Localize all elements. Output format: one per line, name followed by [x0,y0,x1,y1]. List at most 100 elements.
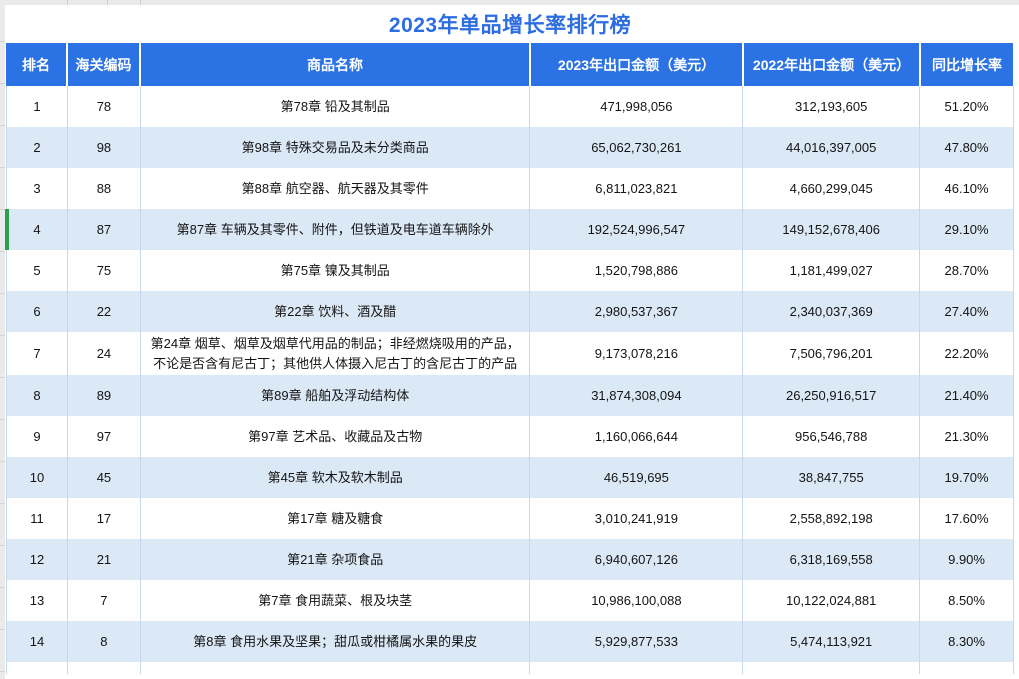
cell-export_2023[interactable]: 5,929,877,533 [529,621,742,662]
cell-export_2022[interactable]: 5,474,113,921 [742,621,919,662]
cell-yoy_growth[interactable]: 8.30% [919,621,1013,662]
column-header-rank[interactable]: 排名 [6,43,66,86]
table-row: 7 24 第24章 烟草、烟草及烟草代用品的制品；非经燃烧吸用的产品，不论是否含有尼… [7,332,1013,375]
table-row: 5 75 第75章 镍及其制品 1,520,798,886 1,181,499,027 2… [7,250,1013,291]
cell-export_2022[interactable]: 4,660,299,045 [742,168,919,209]
cell-name[interactable]: 第89章 船舶及浮动结构体 [139,375,530,416]
cell-export_2022[interactable]: 2,558,892,198 [742,498,919,539]
cell-export_2023[interactable]: 1,160,066,644 [529,416,742,457]
cell-hs_code[interactable]: 24 [66,332,140,375]
cell-rank[interactable]: 7 [33,345,41,361]
cell-rank[interactable]: 1 [33,98,41,114]
cell-export_2023[interactable]: 10,986,100,088 [529,580,742,621]
cell-export_2022[interactable]: 312,193,605 [742,86,919,127]
cell-export_2023[interactable]: 471,998,056 [529,86,742,127]
table-row: 12 21 第21章 杂项食品 6,940,607,126 6,318,169,558 9… [7,539,1013,580]
cell-export_2022[interactable]: 38,847,755 [742,457,919,498]
cell-hs_code[interactable]: 98 [66,127,140,168]
cell-rank[interactable]: 9 [33,428,41,444]
cell-hs_code[interactable]: 21 [66,539,140,580]
cell-yoy_growth[interactable]: 28.70% [919,250,1013,291]
cell-export_2023[interactable]: 6,940,607,126 [529,539,742,580]
cell-yoy_growth[interactable]: 29.10% [919,209,1013,250]
column-header-name[interactable]: 商品名称 [139,43,529,86]
cell-name[interactable]: 第75章 镍及其制品 [139,250,530,291]
cell-export_2022[interactable]: 10,122,024,881 [742,580,919,621]
cell-name[interactable]: 第22章 饮料、酒及醋 [139,291,530,332]
cell-hs_code[interactable]: 17 [66,498,140,539]
cell-yoy_growth[interactable]: 22.20% [919,332,1013,375]
cell-export_2022[interactable]: 1,181,499,027 [742,250,919,291]
cell-hs_code[interactable]: 75 [66,250,140,291]
cell-name[interactable]: 第97章 艺术品、收藏品及古物 [139,416,530,457]
cell-name[interactable]: 第78章 铅及其制品 [139,86,530,127]
cell-yoy_growth[interactable]: 9.90% [919,539,1013,580]
cell-export_2023[interactable]: 65,062,730,261 [529,127,742,168]
cell-name[interactable]: 第98章 特殊交易品及未分类商品 [139,127,530,168]
cell-export_2022[interactable]: 7,506,796,201 [742,332,919,375]
partial-row [7,662,1013,674]
cell-hs_code[interactable]: 97 [66,416,140,457]
cell-export_2022[interactable]: 44,016,397,005 [742,127,919,168]
cell-export_2023[interactable]: 46,519,695 [529,457,742,498]
cell-yoy_growth[interactable]: 27.40% [919,291,1013,332]
cell-name[interactable]: 第45章 软木及软木制品 [139,457,530,498]
cell-export_2023[interactable]: 1,520,798,886 [529,250,742,291]
table-row: 3 88 第88章 航空器、航天器及其零件 6,811,023,821 4,660,29… [7,168,1013,209]
spreadsheet-left-edge [0,0,5,679]
cell-rank[interactable]: 13 [29,592,45,608]
cell-rank[interactable]: 4 [33,221,41,237]
cell-name[interactable]: 第87章 车辆及其零件、附件，但铁道及电车道车辆除外 [139,209,530,250]
cell-export_2023[interactable]: 9,173,078,216 [529,332,742,375]
cell-export_2023[interactable]: 2,980,537,367 [529,291,742,332]
table-row: 13 7 第7章 食用蔬菜、根及块茎 10,986,100,088 10,122,024… [7,580,1013,621]
cell-name[interactable]: 第17章 糖及糖食 [139,498,530,539]
cell-export_2022[interactable]: 26,250,916,517 [742,375,919,416]
cell-export_2023[interactable]: 192,524,996,547 [529,209,742,250]
cell-hs_code[interactable]: 45 [66,457,140,498]
cell-yoy_growth[interactable]: 17.60% [919,498,1013,539]
cell-hs_code[interactable]: 7 [66,580,140,621]
column-header-hs_code[interactable]: 海关编码 [66,43,139,86]
cell-rank[interactable]: 2 [33,139,41,155]
cell-hs_code[interactable]: 89 [66,375,140,416]
column-header-export_2023[interactable]: 2023年出口金额（美元） [529,43,742,86]
cell-hs_code[interactable]: 88 [66,168,140,209]
cell-rank[interactable]: 8 [33,387,41,403]
cell-yoy_growth[interactable]: 47.80% [919,127,1013,168]
cell-yoy_growth[interactable]: 8.50% [919,580,1013,621]
table-row: 10 45 第45章 软木及软木制品 46,519,695 38,847,755 19.7… [7,457,1013,498]
cell-name[interactable]: 第8章 食用水果及坚果；甜瓜或柑橘属水果的果皮 [139,621,530,662]
cell-rank[interactable]: 6 [33,303,41,319]
cell-export_2022[interactable]: 149,152,678,406 [742,209,919,250]
cell-name[interactable]: 第24章 烟草、烟草及烟草代用品的制品；非经燃烧吸用的产品，不论是否含有尼古丁；… [139,332,530,375]
cell-export_2023[interactable]: 31,874,308,094 [529,375,742,416]
cell-yoy_growth[interactable]: 21.30% [919,416,1013,457]
cell-export_2023[interactable]: 3,010,241,919 [529,498,742,539]
cell-export_2022[interactable]: 956,546,788 [742,416,919,457]
cell-yoy_growth[interactable]: 21.40% [919,375,1013,416]
cell-hs_code[interactable]: 22 [66,291,140,332]
column-header-export_2022[interactable]: 2022年出口金额（美元） [742,43,919,86]
cell-name[interactable]: 第7章 食用蔬菜、根及块茎 [139,580,530,621]
cell-rank[interactable]: 3 [33,180,41,196]
cell-hs_code[interactable]: 78 [66,86,140,127]
cell-rank[interactable]: 14 [29,633,45,649]
cell-name[interactable]: 第21章 杂项食品 [139,539,530,580]
cell-yoy_growth[interactable]: 19.70% [919,457,1013,498]
cell-rank[interactable]: 5 [33,262,41,278]
spreadsheet-top-edge [0,0,1019,5]
cell-name[interactable]: 第88章 航空器、航天器及其零件 [139,168,530,209]
cell-hs_code[interactable]: 87 [66,209,140,250]
cell-rank[interactable]: 11 [30,510,44,526]
cell-hs_code[interactable]: 8 [66,621,140,662]
cell-export_2022[interactable]: 6,318,169,558 [742,539,919,580]
column-header-yoy_growth[interactable]: 同比增长率 [919,43,1013,86]
cell-rank[interactable]: 10 [29,469,45,485]
cell-export_2022[interactable]: 2,340,037,369 [742,291,919,332]
grid-tick [107,0,108,5]
cell-yoy_growth[interactable]: 46.10% [919,168,1013,209]
cell-export_2023[interactable]: 6,811,023,821 [529,168,742,209]
cell-yoy_growth[interactable]: 51.20% [919,86,1013,127]
cell-rank[interactable]: 12 [29,551,45,567]
